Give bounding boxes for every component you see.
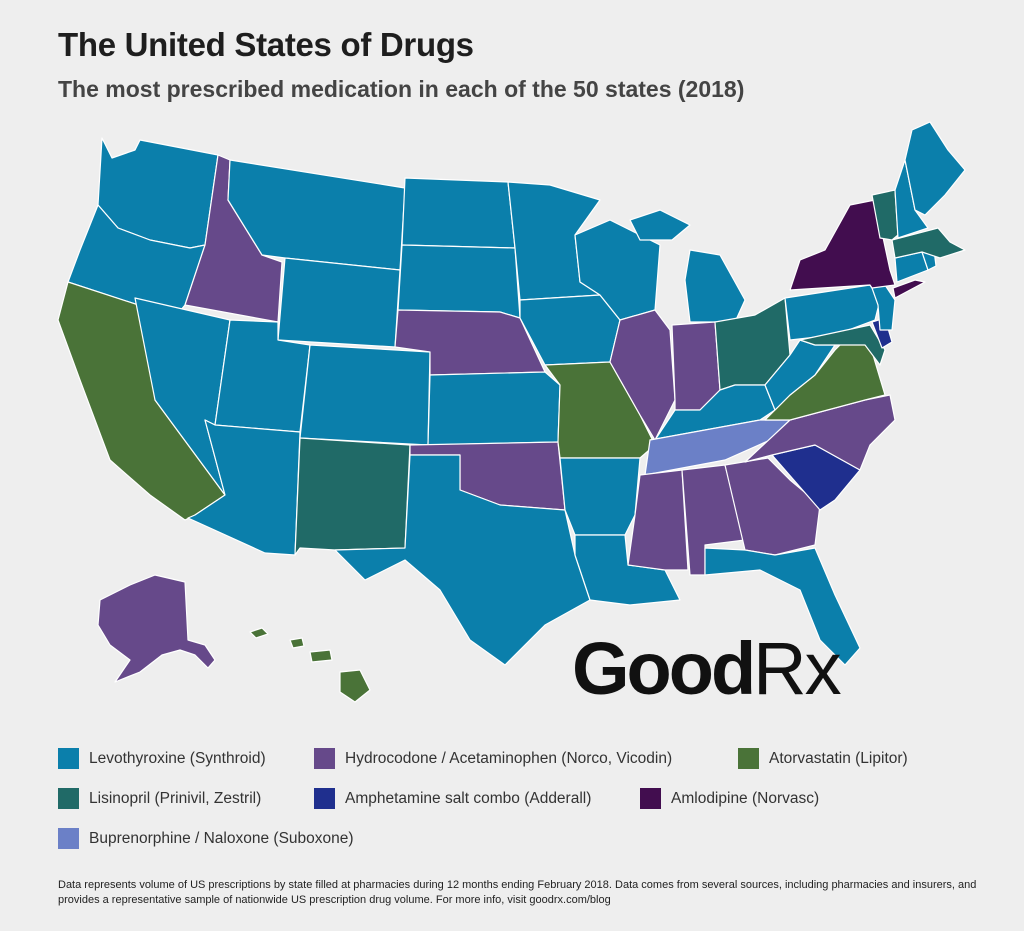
- legend-item-lisinopril: Lisinopril (Prinivil, Zestril): [58, 788, 261, 809]
- legend-swatch: [314, 748, 335, 769]
- legend-item-buprenorphine: Buprenorphine / Naloxone (Suboxone): [58, 828, 354, 849]
- state-CO[interactable]: [299, 344, 431, 446]
- logo-rx-text: Rx: [753, 627, 841, 710]
- legend-label: Atorvastatin (Lipitor): [769, 749, 908, 767]
- legend-item-hydrocodone: Hydrocodone / Acetaminophen (Norco, Vico…: [314, 748, 672, 769]
- legend-item-amlodipine: Amlodipine (Norvasc): [640, 788, 819, 809]
- legend-item-atorvastatin: Atorvastatin (Lipitor): [738, 748, 908, 769]
- goodrx-logo: GoodRx: [572, 632, 842, 706]
- page-subtitle: The most prescribed medication in each o…: [58, 76, 745, 102]
- state-IL[interactable]: [609, 309, 676, 441]
- state-LA[interactable]: [574, 534, 681, 606]
- legend-label: Lisinopril (Prinivil, Zestril): [89, 789, 262, 807]
- legend-swatch: [58, 828, 79, 849]
- legend-swatch: [58, 788, 79, 809]
- legend-label: Buprenorphine / Naloxone (Suboxone): [89, 829, 354, 847]
- legend-swatch: [640, 788, 661, 809]
- state-MD[interactable]: [799, 324, 886, 366]
- footnote: Data represents volume of US prescriptio…: [58, 879, 977, 906]
- state-FL[interactable]: [704, 547, 861, 666]
- legend-item-amphetamine: Amphetamine salt combo (Adderall): [314, 788, 591, 809]
- legend-item-levothyroxine: Levothyroxine (Synthroid): [58, 748, 266, 769]
- legend-swatch: [58, 748, 79, 769]
- state-AR[interactable]: [559, 457, 641, 536]
- state-KS[interactable]: [427, 371, 561, 446]
- logo-text: Good: [572, 627, 756, 710]
- state-SD[interactable]: [397, 244, 521, 319]
- state-HI[interactable]: [249, 627, 371, 703]
- state-ND[interactable]: [401, 177, 516, 249]
- state-TX[interactable]: [334, 454, 591, 666]
- legend-label: Levothyroxine (Synthroid): [89, 749, 266, 767]
- state-WY[interactable]: [277, 257, 401, 348]
- state-NH[interactable]: [894, 159, 929, 239]
- state-ME[interactable]: [904, 121, 966, 216]
- legend-label: Hydrocodone / Acetaminophen (Norco, Vico…: [345, 749, 673, 767]
- legend-swatch: [314, 788, 335, 809]
- legend: Levothyroxine (Synthroid) Hydrocodone / …: [58, 748, 998, 858]
- legend-swatch: [738, 748, 759, 769]
- state-NM[interactable]: [294, 437, 411, 556]
- legend-label: Amlodipine (Norvasc): [671, 789, 820, 807]
- state-MA[interactable]: [891, 227, 966, 259]
- us-map: [57, 121, 966, 703]
- page-title: The United States of Drugs: [58, 26, 474, 63]
- legend-label: Amphetamine salt combo (Adderall): [345, 789, 592, 807]
- state-AK[interactable]: [97, 574, 216, 683]
- state-VT[interactable]: [871, 189, 899, 241]
